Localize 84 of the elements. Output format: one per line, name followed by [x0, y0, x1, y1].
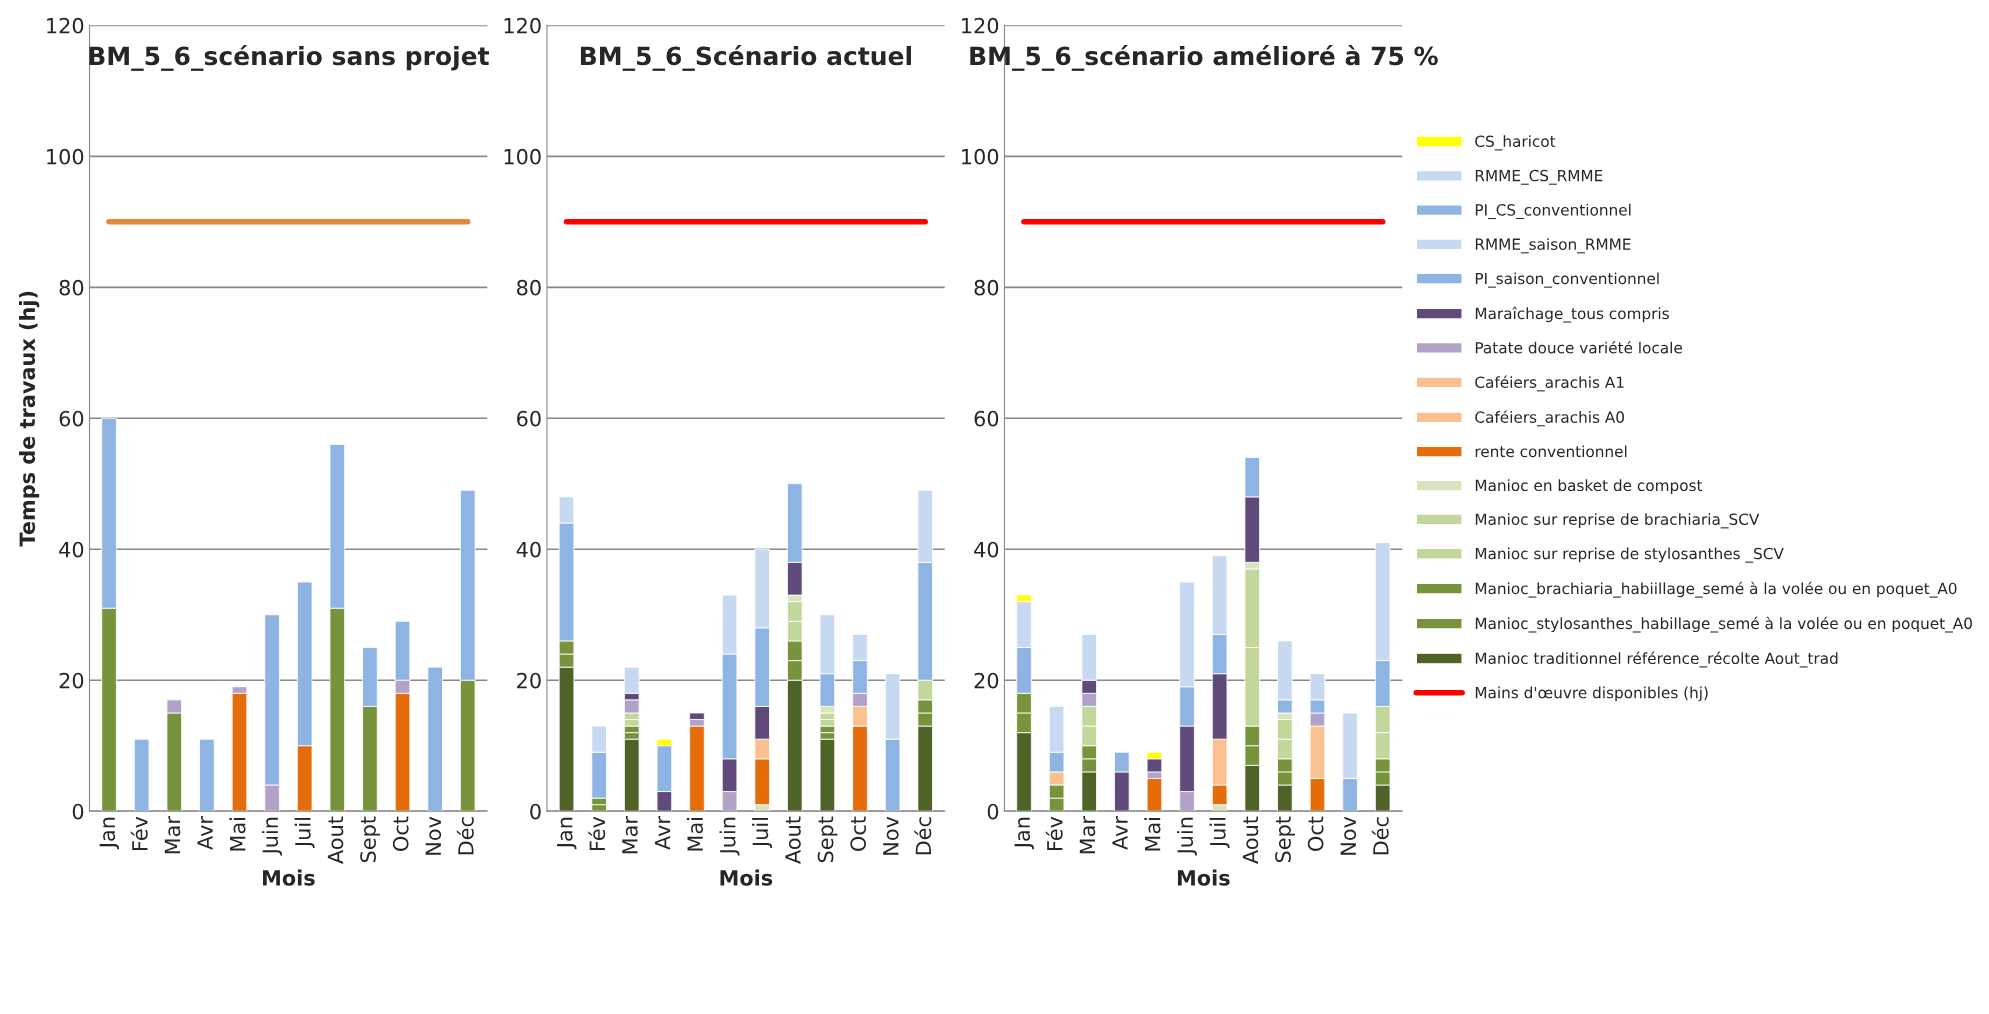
y-tick-label: 20: [59, 672, 84, 689]
x-tick-label: Mar: [622, 816, 638, 854]
x-tick-label: Sept: [360, 816, 380, 863]
y-tick-label: 20: [974, 672, 999, 689]
legend-label: Manioc traditionnel référence_récolte Aout_trad: [1475, 651, 1838, 668]
y-tick-label: 40: [516, 541, 541, 558]
x-tick-label: Juil: [752, 818, 773, 849]
legend-label: PI_saison_conventionnel: [1475, 272, 1659, 288]
x-tick-label: Avr: [1112, 816, 1128, 850]
x-tick-label: Sept: [817, 816, 838, 863]
y-tick-label: 40: [59, 541, 84, 558]
x-tick-label: Mar: [164, 816, 181, 854]
x-tick-label: Aout: [327, 816, 344, 864]
x-tick-label: Juin: [262, 817, 283, 856]
x-axis-title: Mois: [720, 869, 773, 886]
y-tick-label: 0: [987, 803, 999, 820]
x-tick-label: Oct: [1307, 816, 1324, 851]
legend-label: Maraîchage_tous compris: [1475, 306, 1669, 323]
y-tick-label: 60: [974, 410, 999, 427]
x-tick-label: Oct: [850, 816, 867, 851]
y-tick-label: 20: [517, 672, 541, 689]
x-tick-label: Juin: [719, 817, 740, 856]
legend-label: Manioc en basket de compost: [1475, 479, 1703, 495]
x-tick-label: Juil: [1209, 818, 1230, 849]
legend-label: CS_haricot: [1475, 135, 1556, 151]
y-tick-label: 60: [517, 410, 541, 427]
x-axis-title: Mois: [1177, 869, 1230, 886]
text: BM_5_6_scénario amélioré à 75 %: [970, 45, 1438, 71]
bar: [427, 666, 443, 812]
x-tick-label: Aout: [785, 816, 801, 864]
y-tick-label: 120: [962, 17, 999, 34]
x-tick-label: Jan: [557, 817, 577, 850]
x-tick-label: Juil: [294, 818, 315, 849]
x-axis-title: Mois: [263, 869, 315, 886]
x-tick-label: Oct: [392, 816, 409, 851]
legend-label: Manioc sur reprise de stylosanthes _SCV: [1475, 547, 1784, 563]
y-tick-label: 0: [530, 803, 541, 820]
bar: [199, 738, 215, 812]
x-tick-label: Nov: [1340, 816, 1357, 855]
y-tick-label: 100: [504, 148, 541, 165]
y-tick-label: 100: [47, 148, 84, 165]
x-tick-label: Déc: [1371, 817, 1389, 855]
text: BM_5_6_Scénario actuel: [580, 45, 911, 71]
x-tick-label: Aout: [1242, 816, 1259, 864]
legend-label: RMME_CS_RMME: [1475, 169, 1603, 185]
x-tick-label: Avr: [654, 816, 671, 850]
x-tick-label: Fév: [130, 816, 148, 850]
x-tick-label: Fév: [588, 816, 606, 850]
x-tick-label: Déc: [456, 817, 474, 855]
x-tick-label: Fév: [1045, 816, 1063, 850]
x-tick-label: Mar: [1079, 816, 1096, 854]
x-tick-label: Jan: [99, 817, 119, 850]
x-tick-label: Jan: [1014, 817, 1034, 850]
legend-label: Caféiers_arachis A1: [1475, 375, 1624, 392]
legend-label: Manioc_stylosanthes_habillage_semé à la volée ou en poquet_A0: [1475, 616, 1972, 633]
x-tick-label: Mai: [1144, 818, 1161, 851]
x-tick-label: Juin: [1176, 817, 1197, 856]
y-tick-label: 0: [72, 803, 84, 820]
x-tick-label: Déc: [914, 817, 932, 855]
x-tick-label: Mai: [686, 818, 704, 851]
y-tick-label: 100: [962, 148, 999, 165]
x-tick-label: Nov: [425, 816, 442, 855]
y-tick-label: 120: [504, 17, 541, 34]
x-tick-label: Nov: [883, 816, 899, 855]
x-tick-label: Sept: [1275, 816, 1295, 863]
legend-label: Manioc_brachiaria_habiillage_semé à la volée ou en poquet_A0: [1475, 581, 1957, 598]
legend-label: Mains d'œuvre disponibles (hj): [1475, 686, 1708, 702]
x-tick-label: Mai: [229, 818, 246, 851]
x-tick-label: Avr: [197, 816, 213, 850]
legend-label: Caféiers_arachis A0: [1475, 410, 1625, 427]
y-tick-label: 120: [47, 17, 84, 34]
y-tick-label: 80: [974, 279, 999, 296]
y-tick-label: 80: [517, 279, 541, 296]
y-tick-label: 80: [59, 279, 84, 296]
legend-label: Patate douce variété locale: [1475, 341, 1682, 354]
y-tick-label: 40: [974, 541, 999, 558]
legend-label: rente conventionnel: [1475, 445, 1627, 458]
y-tick-label: 60: [59, 410, 84, 427]
legend-label: Manioc sur reprise de brachiaria_SCV: [1475, 513, 1760, 529]
legend-label: PI_CS_conventionnel: [1475, 203, 1631, 220]
legend-label: RMME_saison_RMME: [1475, 238, 1631, 254]
text: BM_5_6_scénario sans projet: [89, 45, 489, 71]
y-axis-title: Temps de travaux (hj): [19, 291, 40, 547]
bar: [133, 738, 150, 812]
